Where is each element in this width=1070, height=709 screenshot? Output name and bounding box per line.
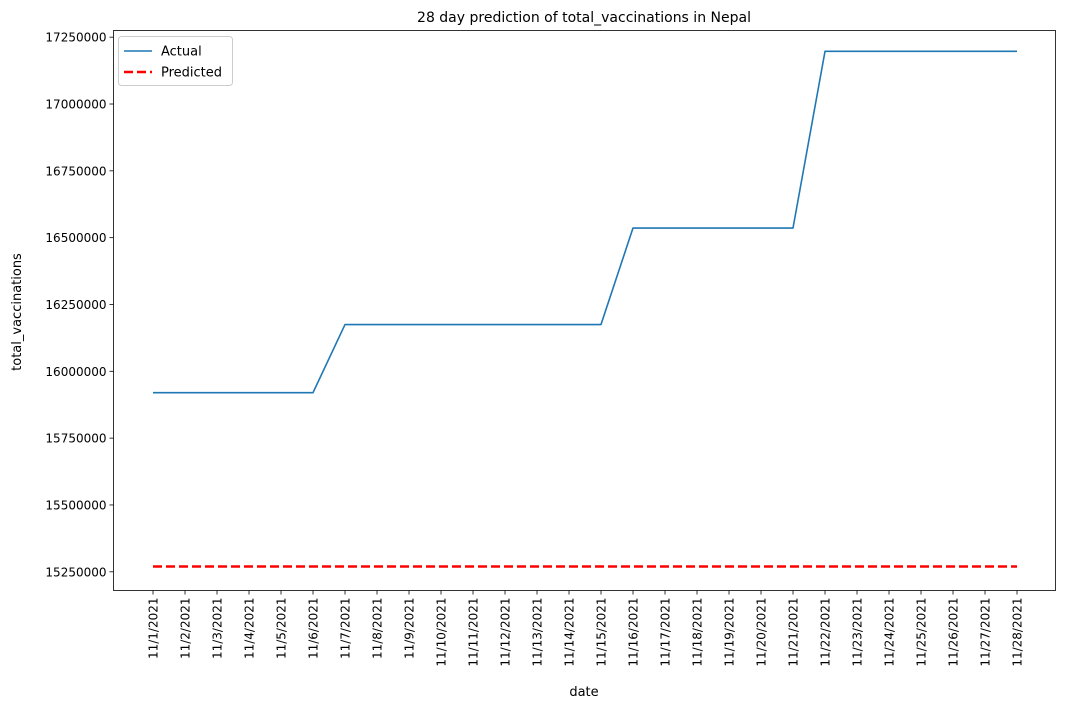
chart-title: 28 day prediction of total_vaccinations … [417,10,751,26]
y-tick-label: 16750000 [45,164,106,178]
x-tick-label: 11/3/2021 [211,598,225,660]
x-tick-label: 11/8/2021 [371,598,385,660]
legend-label-actual: Actual [161,45,202,60]
x-tick-label: 11/5/2021 [275,598,289,660]
x-tick-label: 11/17/2021 [659,598,673,667]
series-line-actual [153,50,1017,394]
x-tick-label: 11/28/2021 [1011,598,1025,667]
x-tick-label: 11/6/2021 [307,598,321,660]
y-tick-label: 17250000 [45,31,106,45]
x-tick-label: 11/23/2021 [851,598,865,667]
y-tick-label: 15750000 [45,432,106,446]
x-tick-label: 11/7/2021 [339,598,353,660]
x-tick-label: 11/16/2021 [627,598,641,667]
x-tick-label: 11/18/2021 [691,598,705,667]
legend: Actual Predicted [118,36,233,86]
x-tick-label: 11/13/2021 [531,598,545,667]
x-tick-label: 11/27/2021 [979,598,993,667]
y-tick-label: 16500000 [45,231,106,245]
y-tick-label: 17000000 [45,98,106,112]
x-tick-label: 11/22/2021 [819,598,833,667]
x-tick-label: 11/26/2021 [947,598,961,667]
series-layer [153,50,1017,568]
plot-area [113,30,1056,591]
y-axis-label: total_vaccinations [10,253,25,371]
x-tick-label: 11/4/2021 [243,598,257,660]
y-tick-label: 16000000 [45,365,106,379]
y-axis: 15250000 15500000 15750000 16000000 16250000… [45,31,114,579]
x-axis-label: date [569,685,598,700]
legend-label-predicted: Predicted [161,66,222,81]
x-tick-label: 11/19/2021 [723,598,737,667]
x-tick-label: 11/15/2021 [595,598,609,667]
x-axis: 11/1/2021 11/2/2021 11/3/2021 11/4/2021 11/5… [147,590,1025,667]
x-tick-label: 11/11/2021 [467,598,481,667]
y-tick-label: 16250000 [45,298,106,312]
x-tick-label: 11/14/2021 [563,598,577,667]
x-tick-label: 11/25/2021 [915,598,929,667]
y-tick-label: 15250000 [45,565,106,579]
x-tick-label: 11/2/2021 [179,598,193,660]
legend-box [118,36,233,86]
x-tick-label: 11/24/2021 [883,598,897,667]
x-tick-label: 11/21/2021 [787,598,801,667]
x-tick-label: 11/20/2021 [755,598,769,667]
x-tick-label: 11/9/2021 [403,598,417,660]
x-tick-label: 11/12/2021 [499,598,513,667]
y-tick-label: 15500000 [45,498,106,512]
x-tick-label: 11/1/2021 [147,598,161,660]
x-tick-label: 11/10/2021 [435,598,449,667]
